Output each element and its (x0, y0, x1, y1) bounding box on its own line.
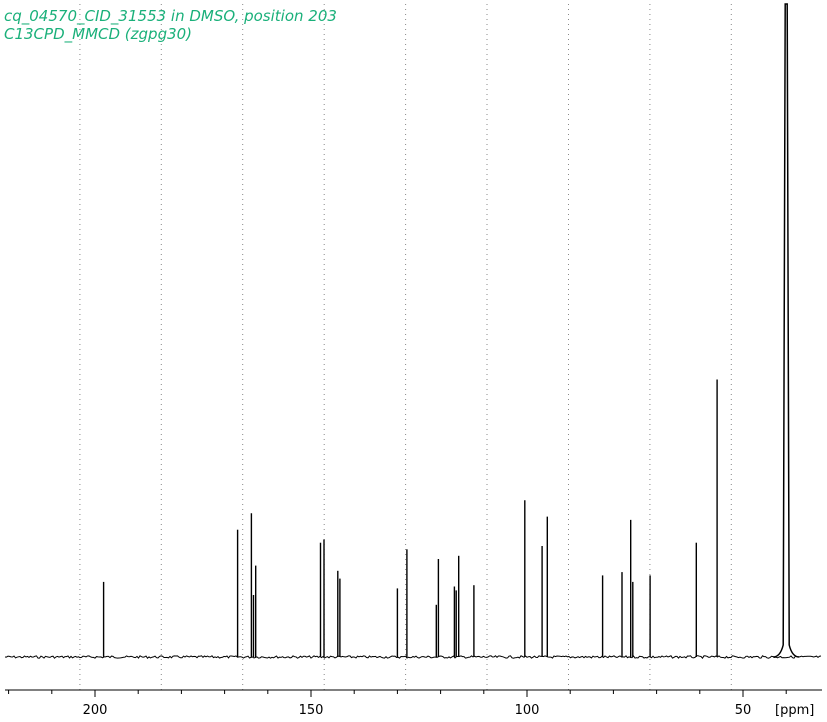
spectrum-peak (773, 3, 800, 658)
chart-title-line-1: cq_04570_CID_31553 in DMSO, position 203 (4, 7, 337, 26)
x-axis-unit-label: [ppm] (775, 703, 814, 718)
chart-title-line-2: C13CPD_MMCD (zgpg30) (4, 25, 192, 44)
x-tick-label: 200 (83, 703, 108, 718)
x-tick-label: 150 (299, 703, 324, 718)
x-tick-label: 50 (735, 703, 752, 718)
x-axis-ticks: 200 150 100 50 (8, 690, 787, 718)
baseline-noise (4, 655, 822, 660)
spectrum-trace (4, 3, 822, 660)
x-tick-label: 100 (515, 703, 540, 718)
